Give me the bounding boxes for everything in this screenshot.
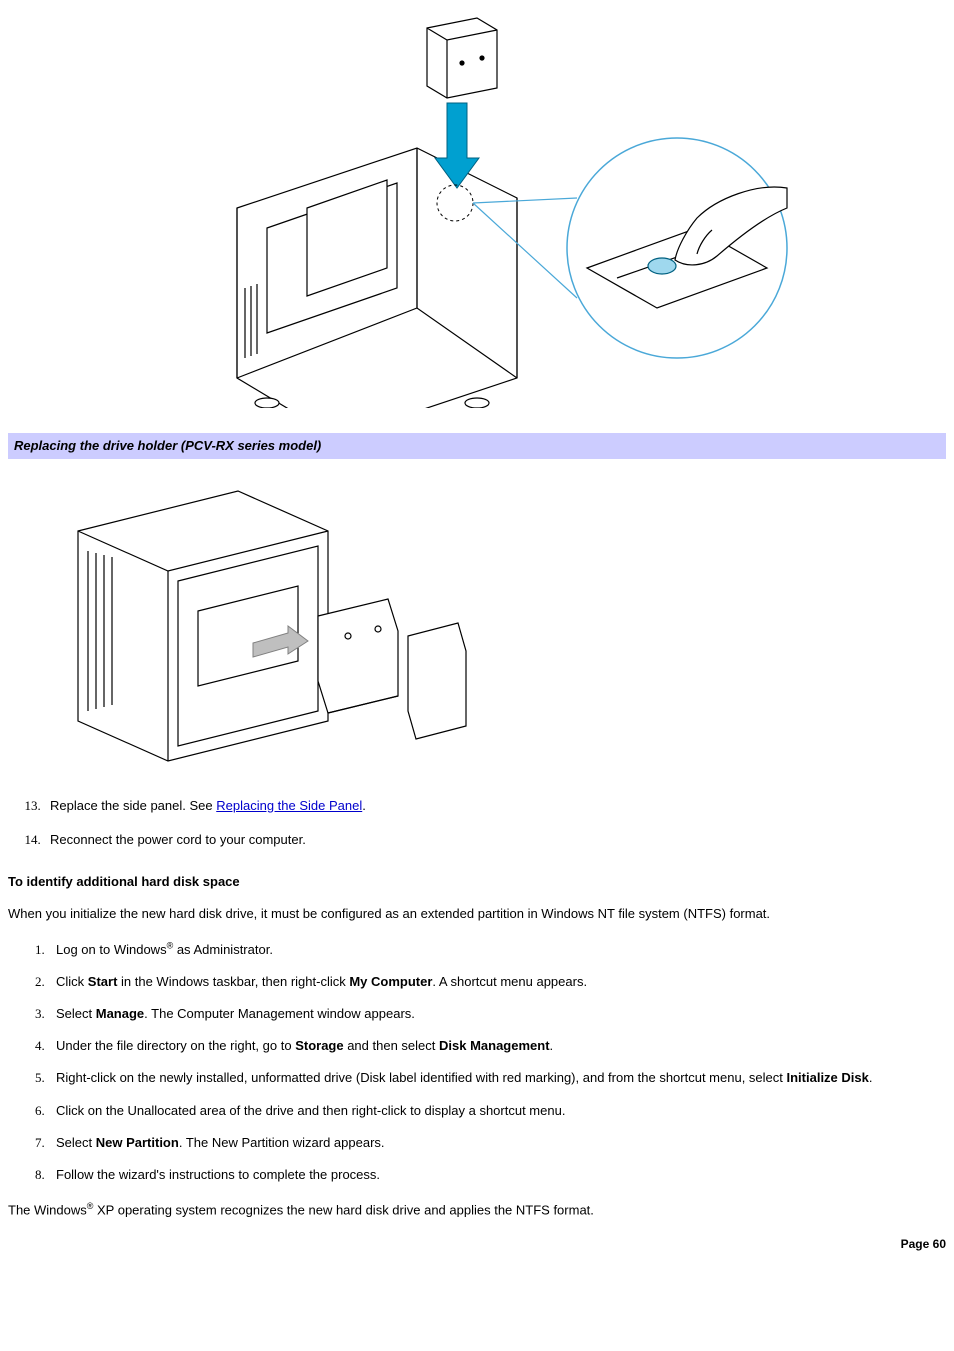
steps-replace-panel: Replace the side panel. See Replacing th… [8, 797, 946, 849]
step-3: Select Manage. The Computer Management w… [48, 1005, 946, 1023]
step-13-prefix: Replace the side panel. See [50, 798, 216, 813]
link-replacing-side-panel[interactable]: Replacing the Side Panel [216, 798, 362, 813]
closing-paragraph: The Windows® XP operating system recogni… [8, 1200, 946, 1220]
step-5: Right-click on the newly installed, unfo… [48, 1069, 946, 1087]
subheading-identify-space: To identify additional hard disk space [8, 873, 946, 891]
illustration-mid [48, 471, 478, 771]
step-7: Select New Partition. The New Partition … [48, 1134, 946, 1152]
figure-drive-holder-insert [8, 8, 946, 413]
step-13: Replace the side panel. See Replacing th… [44, 797, 946, 815]
figure-caption: Replacing the drive holder (PCV-RX serie… [8, 433, 946, 459]
page-number: Page 60 [8, 1236, 946, 1253]
step-4: Under the file directory on the right, g… [48, 1037, 946, 1055]
step-1: Log on to Windows® as Administrator. [48, 939, 946, 959]
steps-identify-space: Log on to Windows® as Administrator. Cli… [8, 939, 946, 1184]
step-8: Follow the wizard's instructions to comp… [48, 1166, 946, 1184]
step-14: Reconnect the power cord to your compute… [44, 831, 946, 849]
intro-paragraph: When you initialize the new hard disk dr… [8, 905, 946, 923]
step-13-suffix: . [362, 798, 366, 813]
step-2: Click Start in the Windows taskbar, then… [48, 973, 946, 991]
illustration-top [157, 8, 797, 408]
step-6: Click on the Unallocated area of the dri… [48, 1102, 946, 1120]
figure-drive-holder-slide [48, 471, 946, 776]
